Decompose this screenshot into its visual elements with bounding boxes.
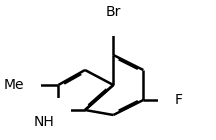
Text: NH: NH — [33, 115, 54, 129]
Text: Me: Me — [4, 78, 24, 92]
Text: Br: Br — [106, 5, 121, 19]
Text: F: F — [175, 93, 183, 107]
